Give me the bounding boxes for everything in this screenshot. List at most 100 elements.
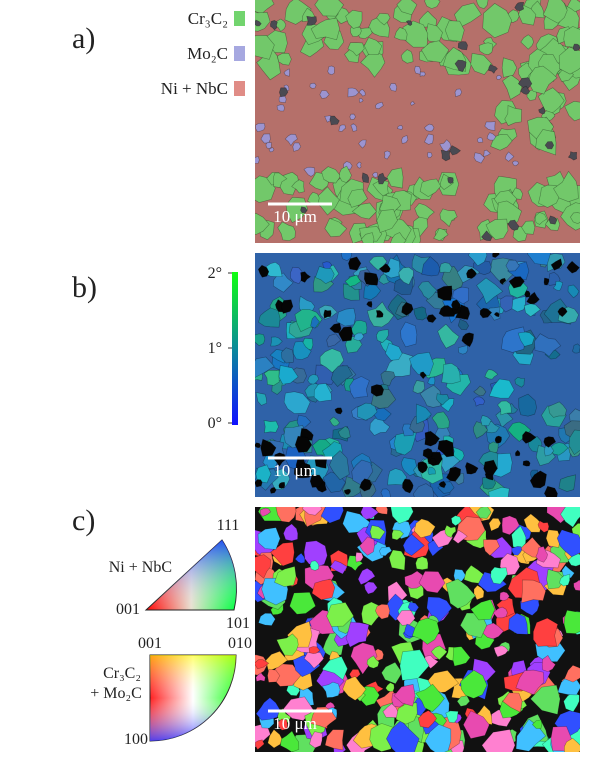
grain — [330, 365, 353, 388]
grain — [385, 682, 395, 692]
grain — [437, 323, 460, 349]
grain — [515, 669, 545, 695]
grain — [572, 343, 580, 354]
mo2c-grain — [255, 156, 260, 164]
grain — [473, 585, 485, 601]
grain — [439, 262, 453, 273]
grain-boundary-void — [522, 430, 537, 444]
panel-label: b) — [72, 271, 97, 304]
grain — [473, 385, 487, 397]
mo2c-grain — [401, 134, 409, 144]
grain — [413, 518, 436, 539]
carbide-grain — [521, 220, 536, 235]
carbide-grain — [485, 218, 509, 241]
grain — [259, 507, 272, 517]
grain — [349, 669, 361, 680]
ipf-title: Ni + NbC — [109, 559, 172, 576]
grain — [523, 303, 541, 317]
carbide-grain — [553, 170, 579, 203]
grain — [380, 370, 396, 387]
pore — [329, 115, 340, 126]
pore — [572, 43, 580, 52]
grain — [321, 681, 341, 698]
mo2c-grain — [512, 160, 519, 167]
grain — [445, 578, 476, 609]
grain-boundary-void — [514, 449, 521, 457]
grain — [409, 351, 434, 376]
grain — [511, 525, 527, 550]
grain-boundary-void — [278, 481, 286, 489]
grain-boundary-void — [401, 302, 414, 316]
grain-boundary-void — [300, 271, 312, 283]
grain-boundary-void — [255, 442, 262, 449]
legend-swatch — [234, 81, 245, 96]
grain — [255, 333, 266, 346]
grain — [361, 601, 382, 626]
grain-boundary-void — [446, 466, 462, 482]
grain — [502, 692, 523, 713]
mo2c-grain — [309, 82, 317, 89]
grain — [532, 617, 559, 647]
grain-boundary-void — [255, 479, 263, 488]
pore — [544, 141, 555, 150]
grain-boundary-void — [260, 438, 277, 457]
carbide-grain — [321, 166, 342, 184]
grain — [493, 645, 509, 658]
mo2c-grain — [389, 83, 398, 92]
grain — [263, 369, 280, 386]
grain — [278, 365, 299, 385]
grain — [431, 411, 450, 429]
grain — [402, 533, 425, 556]
grain — [453, 568, 467, 583]
grain — [436, 393, 450, 406]
carbide-grain — [360, 50, 386, 78]
grain-boundary-void — [550, 258, 563, 271]
mo2c-grain — [356, 161, 362, 169]
grain-boundary-void — [492, 253, 500, 258]
grain-boundary-void — [438, 305, 457, 317]
carbide-grain — [478, 42, 494, 56]
ipf-corner-label: 001 — [116, 601, 140, 618]
grain — [484, 369, 499, 380]
grain-boundary-void — [293, 462, 312, 479]
grain-boundary-void — [363, 272, 379, 286]
legend-label: Cr₃C₂ — [188, 9, 228, 28]
grain — [534, 333, 562, 357]
carbide-grain — [444, 20, 465, 42]
grain — [267, 668, 281, 683]
grain — [310, 315, 320, 329]
grain — [407, 601, 420, 613]
grain — [430, 645, 448, 661]
micrograph-misorientation-map — [255, 253, 580, 497]
carbide-grain — [439, 208, 458, 228]
grain-boundary-void — [493, 312, 500, 318]
grain — [258, 307, 281, 328]
grain — [324, 729, 345, 751]
pore — [457, 41, 468, 51]
grain — [309, 731, 323, 749]
grain — [424, 723, 452, 752]
grain — [463, 564, 485, 584]
grain — [415, 556, 429, 571]
grain — [505, 259, 520, 272]
grain — [382, 703, 399, 719]
grain — [387, 468, 407, 486]
ipf-corner-label: 101 — [226, 615, 250, 632]
carbide-grain — [520, 34, 534, 50]
grain-boundary-void — [334, 407, 343, 415]
mo2c-grain — [483, 149, 491, 157]
grain — [255, 671, 266, 682]
grain — [527, 253, 551, 266]
mo2c-grain — [338, 124, 347, 132]
grain — [399, 649, 430, 681]
mo2c-grain — [423, 123, 435, 132]
grain — [488, 486, 510, 497]
grain — [255, 356, 275, 378]
grain — [452, 646, 471, 667]
carbide-grain — [277, 52, 292, 66]
pore — [279, 87, 289, 98]
grain — [558, 474, 577, 492]
grain — [563, 737, 580, 752]
carbide-grain — [414, 202, 435, 222]
grain — [283, 523, 299, 542]
